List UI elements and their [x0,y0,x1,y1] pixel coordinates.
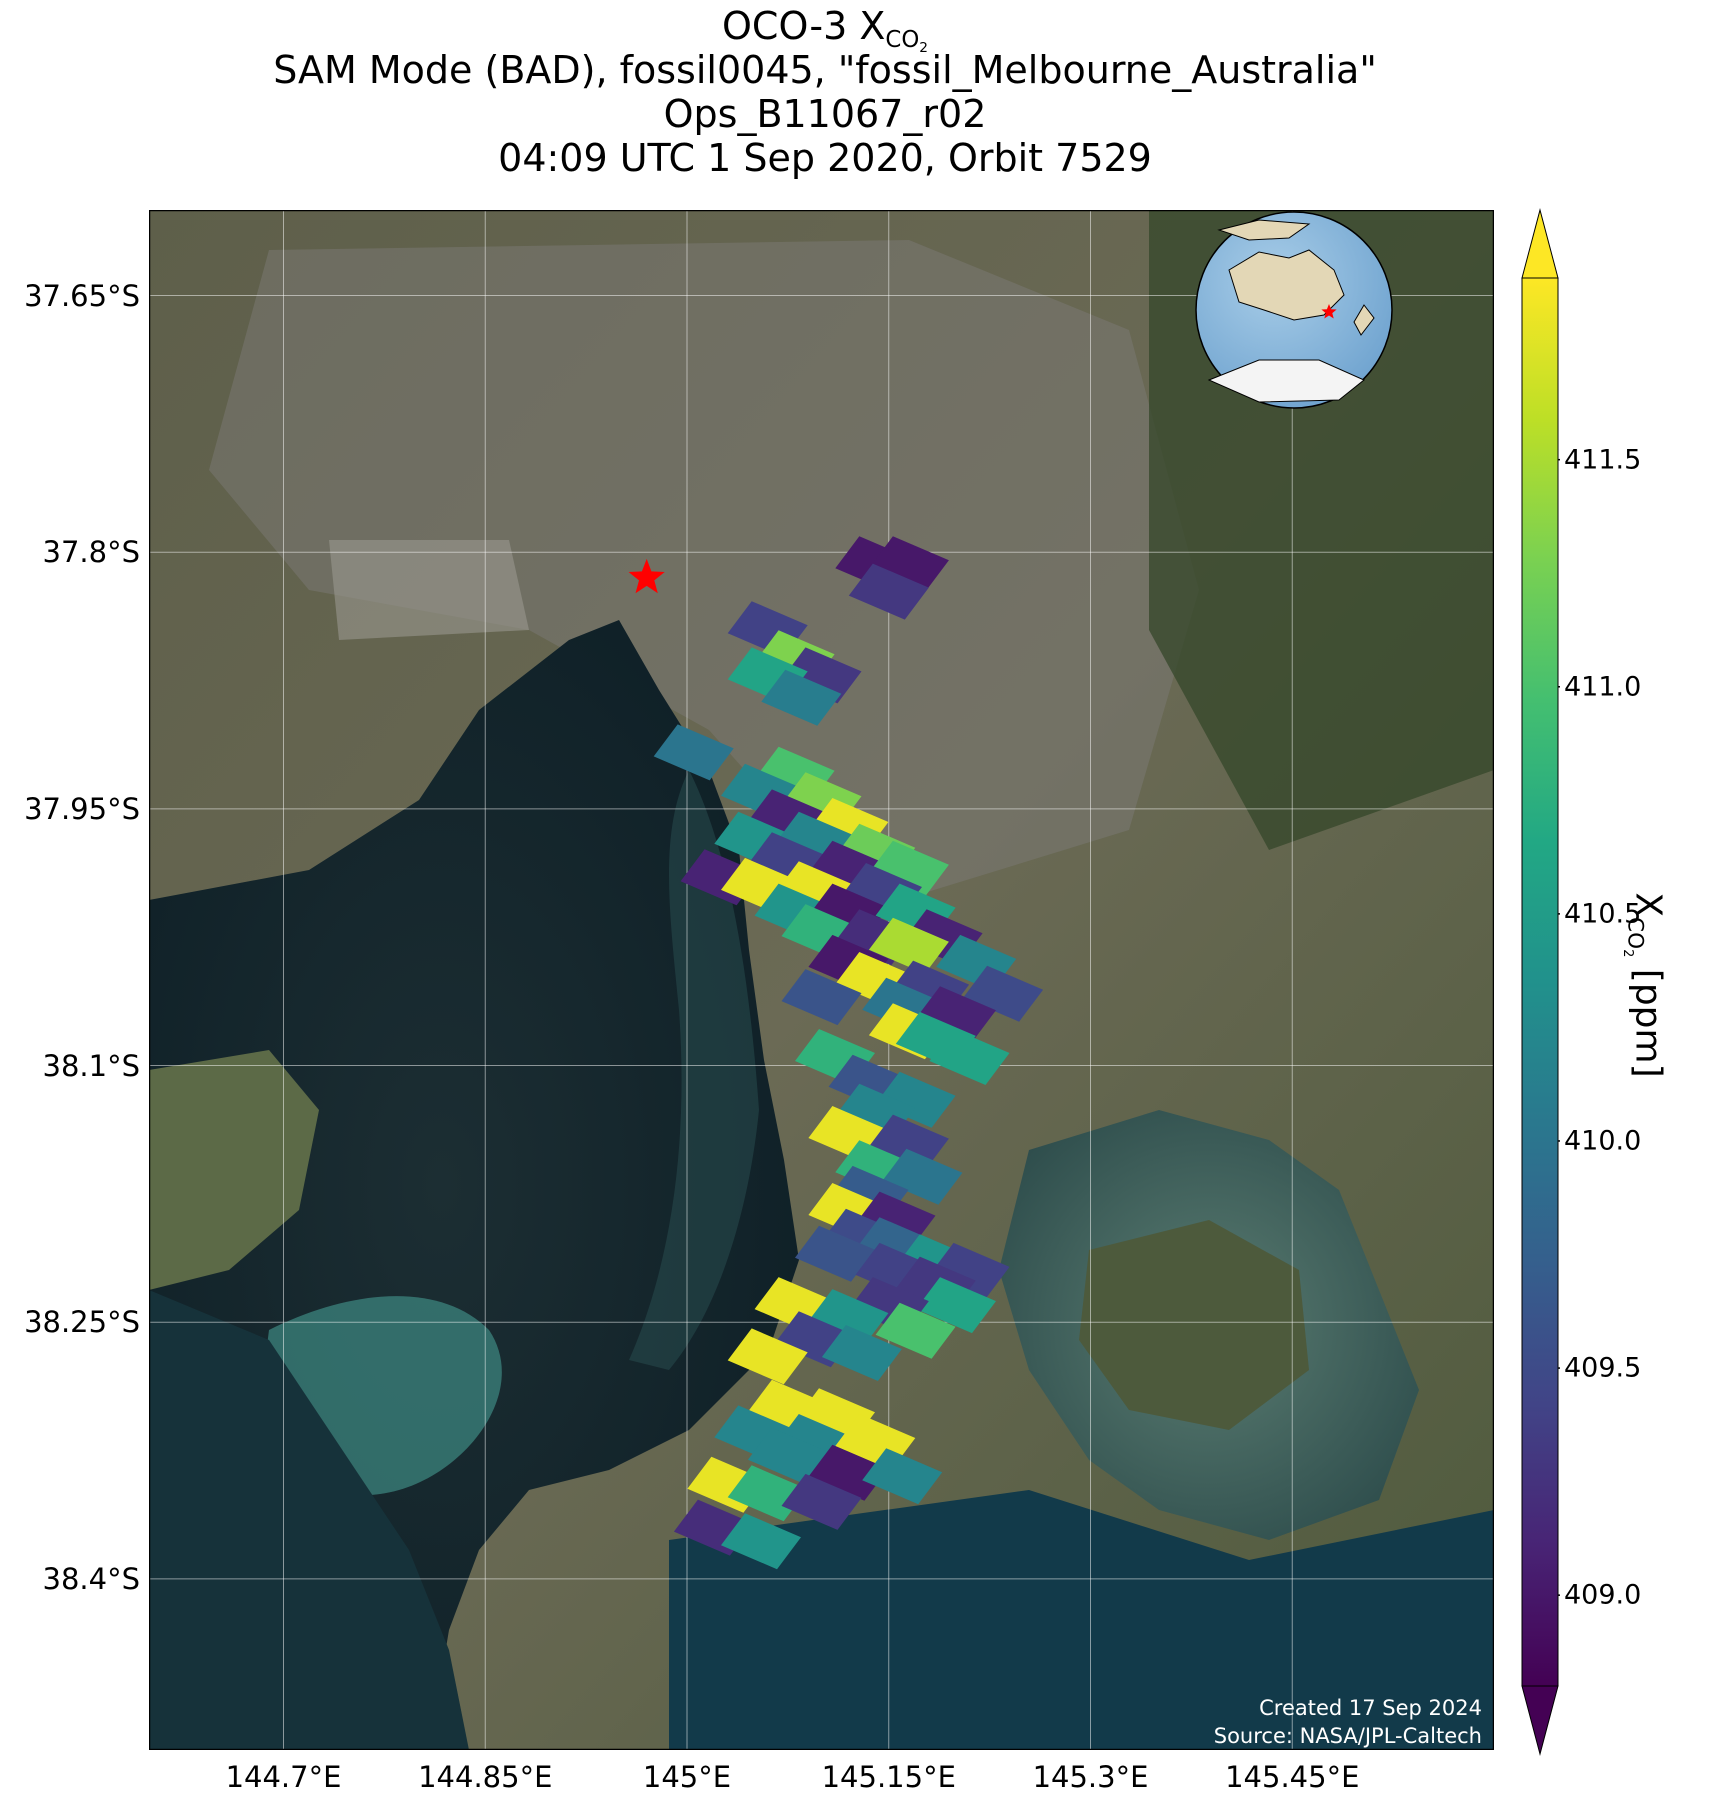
globe-target-icon [1321,304,1337,319]
sounding-footprint [963,965,1044,1022]
colorbar-tick-marks [1558,458,1560,1596]
target-star-icon [628,558,665,594]
industrial-area [329,540,529,640]
sounding-footprint [875,1302,956,1359]
lat-tick-label: 38.25°S [24,1305,140,1340]
colorbar-tick-label: 411.5 [1564,444,1642,476]
lat-tick-label: 37.65°S [24,278,140,313]
title-line-4: 04:09 UTC 1 Sep 2020, Orbit 7529 [498,136,1152,180]
lon-tick-label: 145.15°E [821,1760,956,1794]
colorbar-tick-label: 409.5 [1564,1352,1642,1384]
sounding-footprint [875,1071,956,1128]
sounding-footprint [848,563,929,620]
globe-asia [1217,219,1311,241]
target-marker-layer [628,558,665,594]
colorbar-tick-label: 410.5 [1564,898,1642,930]
title-line-1: OCO-3 XCO2 [722,4,928,56]
map-canvas [149,210,1494,1750]
sounding-footprint [821,1325,902,1381]
sounding-footprint [929,1242,1010,1299]
globe-new-zealand [1353,304,1375,336]
colorbar-tick-label: 410.0 [1564,1125,1642,1157]
map-panel [149,210,1494,1750]
lon-tick-label: 144.85°E [418,1760,553,1794]
bellarine-peninsula [149,1050,319,1290]
french-island [1079,1220,1309,1430]
sounding-footprint [781,1473,862,1530]
title-line-3: Ops_B11067_r02 [663,92,987,136]
lon-tick-label: 144.7°E [225,1760,342,1794]
sounding-footprint [868,840,949,897]
sounding-footprint [761,669,842,726]
bay-shallows [629,770,759,1370]
lat-tick-label: 38.1°S [42,1048,140,1083]
lat-tick-label: 37.95°S [24,791,140,826]
sounding-footprint [727,1328,808,1385]
sounding-footprint [781,969,862,1026]
sounding-footprint [916,1277,996,1334]
mornington-coast-south [149,1290,469,1750]
map-border [149,210,1494,1750]
figure-title: OCO-3 XCO2 SAM Mode (BAD), fossil0045, "… [0,4,1650,180]
sounding-footprint [747,1427,828,1484]
bass-strait [669,1490,1494,1750]
colorbar-tick-label: 409.0 [1564,1579,1642,1611]
sounding-footprint [721,1513,801,1570]
lat-tick-label: 38.4°S [42,1561,140,1596]
colorbar-extend-max [1521,208,1559,279]
inset-globe [1195,211,1393,409]
colorbar-gradient [1521,277,1559,1687]
lon-tick-label: 145.45°E [1225,1760,1360,1794]
sounding-footprint [882,1148,963,1205]
title-line-2: SAM Mode (BAD), fossil0045, "fossil_Melb… [273,48,1377,92]
sounding-footprint [868,917,949,974]
lat-tick-label: 37.8°S [42,535,140,570]
globe-antarctica [1207,359,1365,403]
sounding-footprint [862,1448,943,1505]
sounding-footprint [929,1029,1010,1085]
colorbar [1521,208,1560,1756]
sounding-footprint [916,986,996,1043]
lon-tick-label: 145°E [642,1760,732,1794]
lon-tick-label: 145.3°E [1032,1760,1149,1794]
colorbar-tick-label: 411.0 [1564,671,1642,703]
xco2-soundings [653,536,1044,1570]
sounding-footprint [808,1444,889,1501]
created-date-text: Created 17 Sep 2024 [1259,1696,1482,1720]
sounding-footprint [781,647,862,704]
colorbar-label: XCO2 [ppm] [1620,892,1669,1078]
sounding-footprint [868,1114,949,1171]
sounding-footprint [653,724,734,781]
sounding-footprint [868,536,949,593]
sounding-footprint [808,1289,889,1346]
urban-area [209,240,1199,910]
source-credit-text: Source: NASA/JPL-Caltech [1213,1724,1482,1748]
colorbar-extend-min [1521,1685,1559,1756]
sounding-footprint [795,1225,875,1282]
globe-australia [1228,249,1345,321]
